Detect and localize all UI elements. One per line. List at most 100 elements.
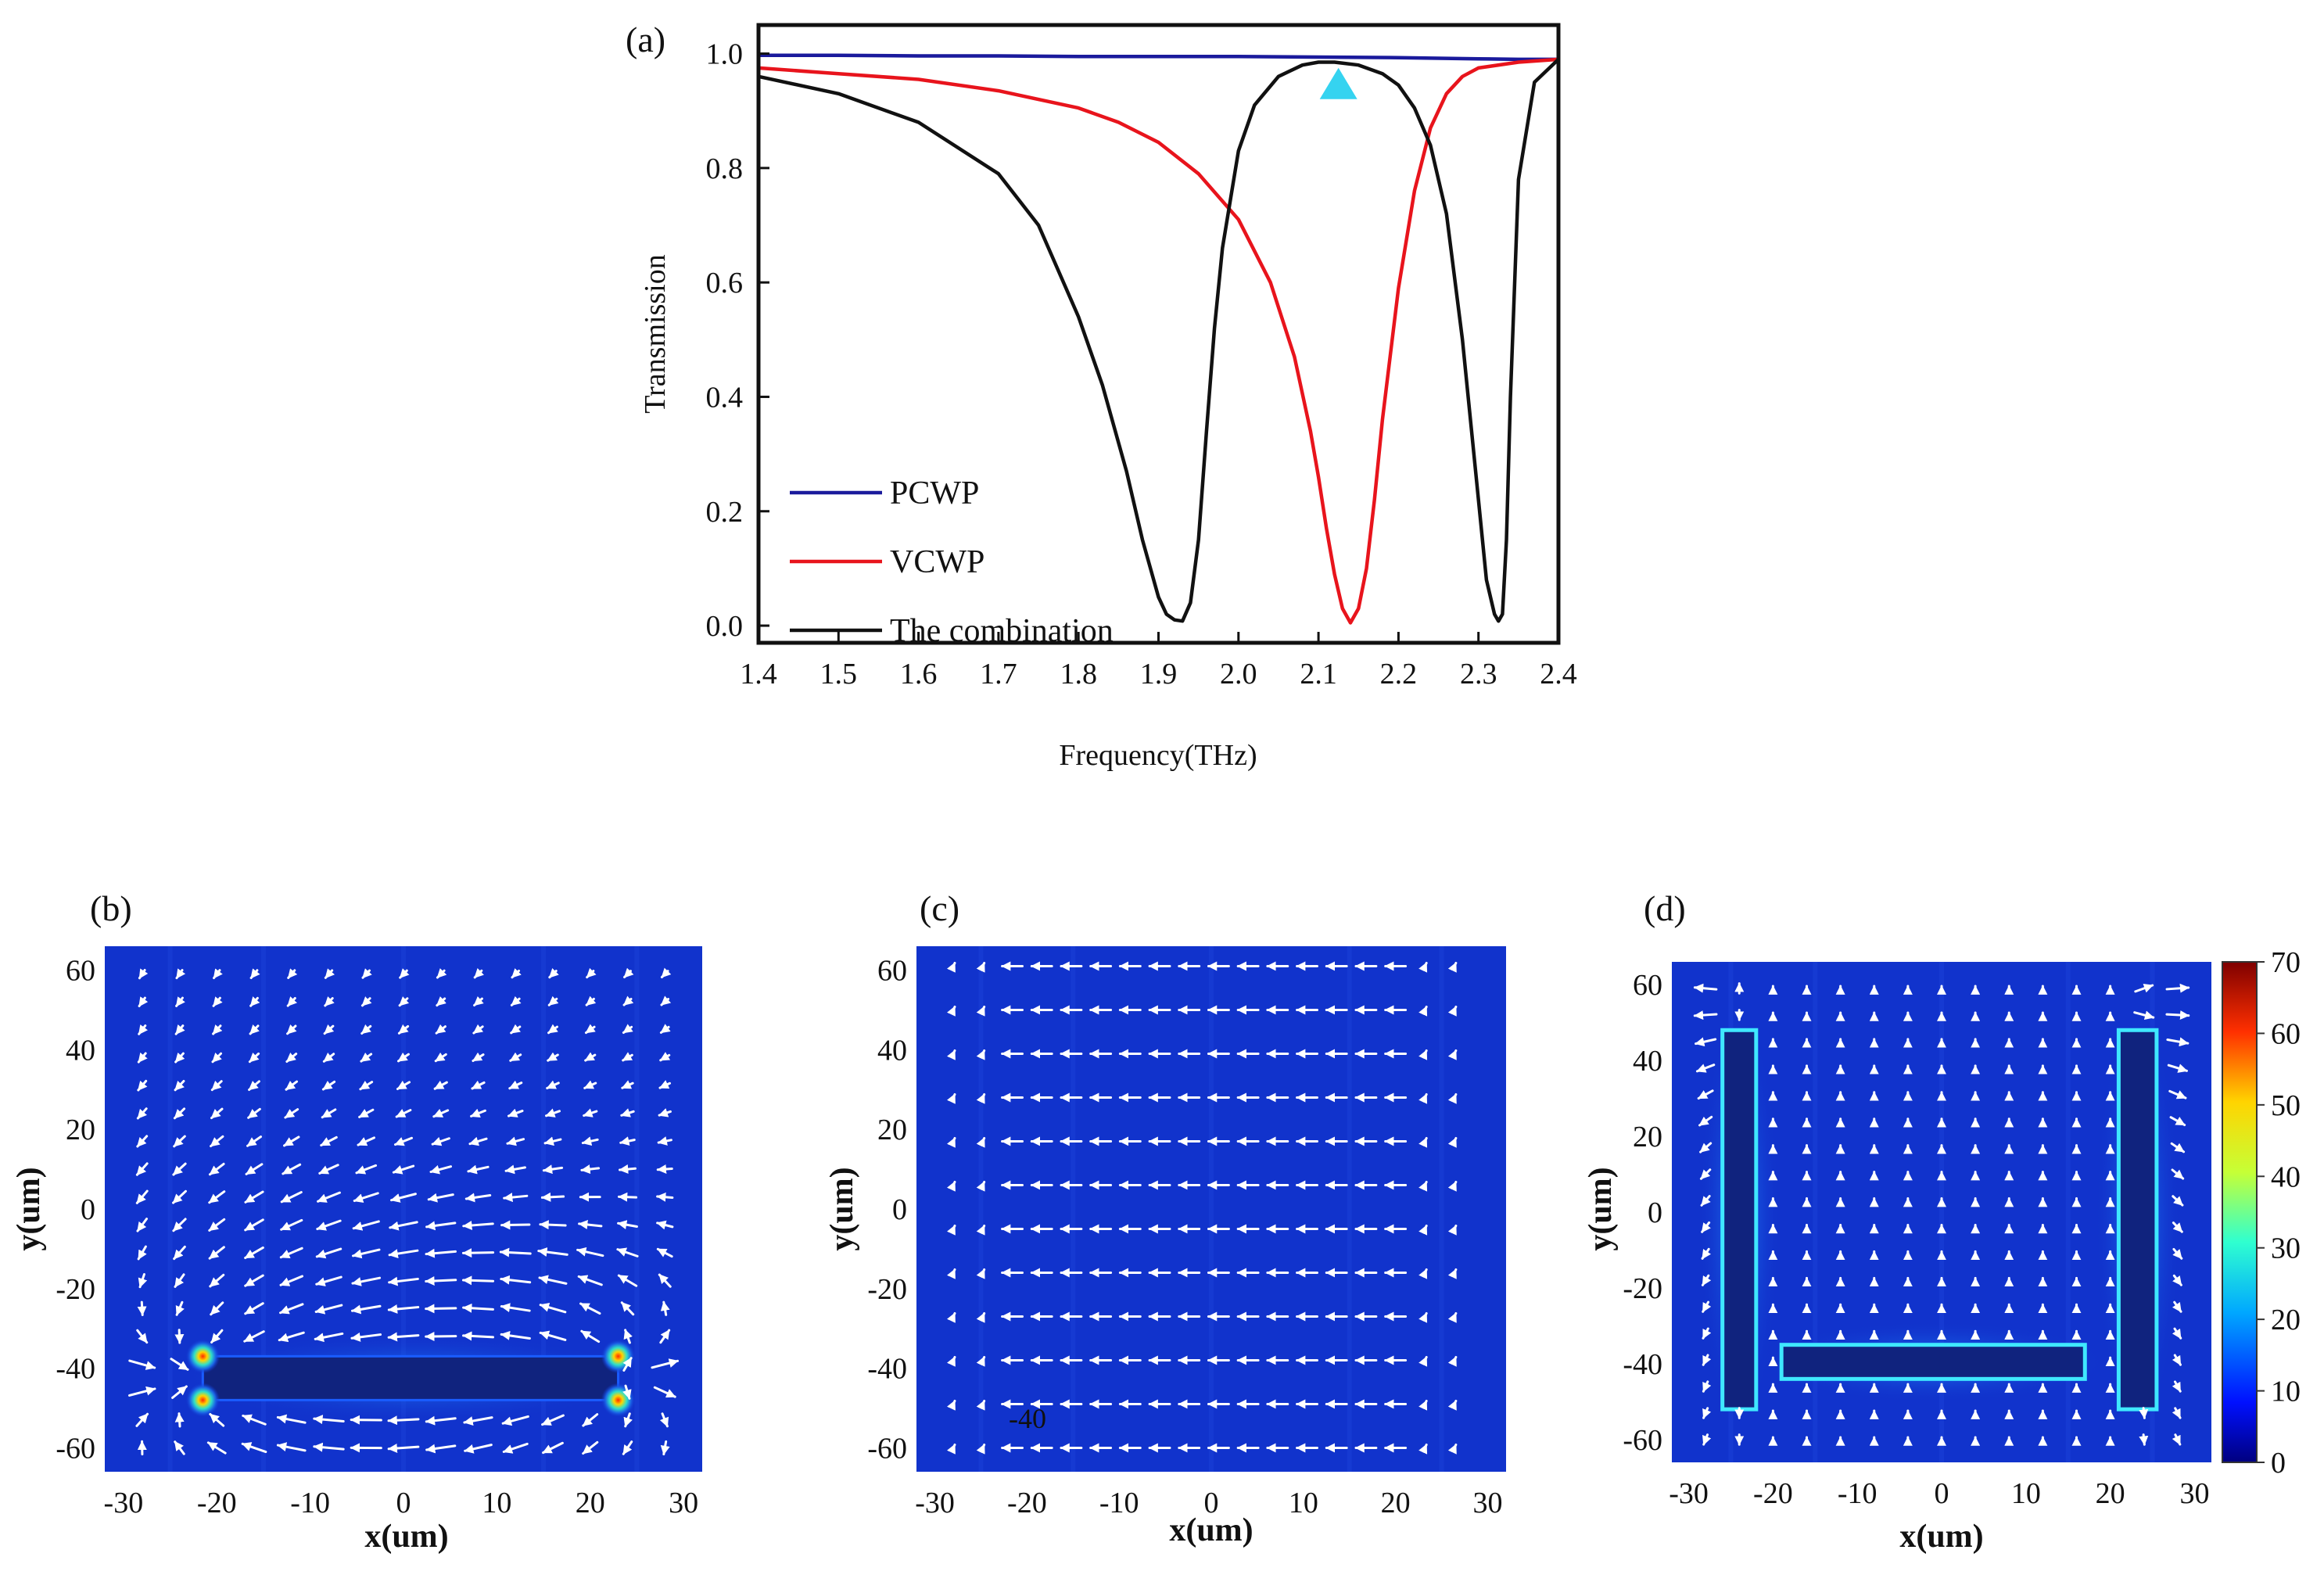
x-tick-label: 20 [1381, 1487, 1411, 1519]
field-arrow [946, 1049, 956, 1060]
field-arrow [471, 1080, 486, 1090]
field-arrow [316, 1219, 342, 1231]
field-arrow [174, 1273, 185, 1288]
field-arrow [539, 1302, 567, 1314]
field-hotspot [601, 1383, 636, 1418]
field-arrow [324, 996, 335, 1007]
field-arrow [660, 967, 672, 979]
field-arrow [425, 1444, 457, 1454]
field-arrow [247, 1107, 261, 1119]
field-arrow [622, 1357, 633, 1372]
field-arrow [976, 1049, 986, 1060]
field-arrow [2166, 1037, 2190, 1047]
field-arrow [246, 1135, 262, 1147]
field-arrow [359, 1080, 374, 1091]
field-arrow [660, 1300, 670, 1316]
field-arrow [174, 1052, 185, 1064]
field-arrow [1418, 961, 1428, 973]
field-arrow [1447, 1443, 1458, 1455]
field-arrow [617, 1192, 638, 1202]
field-arrow [2134, 984, 2154, 993]
y-tick-label: 0.6 [706, 267, 744, 300]
field-arrow [285, 1052, 298, 1064]
field-arrow [351, 1276, 382, 1286]
colorbar-tick-label: 20 [2271, 1304, 2301, 1336]
field-arrow [1701, 1247, 1712, 1260]
field-arrow [397, 1052, 410, 1063]
field-arrow [173, 1135, 186, 1148]
panel-c-ylabel: y(um) [824, 1167, 860, 1250]
field-arrow [580, 1164, 601, 1175]
field-arrow [621, 1080, 634, 1089]
field-arrow [1447, 1180, 1458, 1192]
field-arrow [622, 1052, 633, 1062]
field-arrow [585, 995, 597, 1006]
field-arrow [581, 1136, 599, 1146]
field-arrow [1418, 1311, 1428, 1323]
field-arrow [170, 1358, 189, 1371]
field-arrow [321, 1080, 336, 1091]
field-arrow [387, 1304, 420, 1314]
x-tick-label: 0 [1204, 1487, 1219, 1519]
field-arrow [174, 1024, 185, 1035]
field-arrow [946, 961, 956, 973]
y-tick-label: -40 [56, 1353, 95, 1386]
field-arrow [547, 1052, 559, 1062]
field-arrow [462, 1303, 494, 1313]
panel-c-field-overlay [946, 946, 1458, 1472]
field-arrow [286, 996, 297, 1007]
field-arrow [1693, 983, 1718, 993]
field-arrow [243, 1330, 265, 1343]
field-arrow [656, 1164, 673, 1174]
field-arrow [388, 1276, 419, 1286]
panel-c-annotation: -40 [1009, 1403, 1046, 1434]
field-arrow [212, 996, 223, 1007]
field-arrow [461, 1275, 495, 1286]
legend-label-2: The combination [890, 613, 1114, 649]
panel-c-label: (c) [920, 888, 959, 928]
field-arrow [2170, 1142, 2186, 1153]
field-arrow [584, 1024, 596, 1035]
x-tick-label: 1.6 [900, 658, 938, 691]
field-arrow [283, 1135, 300, 1147]
field-arrow [1699, 1168, 1712, 1180]
field-arrow [172, 1189, 187, 1204]
field-arrow [2167, 1064, 2188, 1073]
field-arrow [582, 1413, 599, 1427]
y-tick-label: 60 [1633, 969, 1662, 1002]
field-arrow [242, 1414, 267, 1426]
field-arrow [1418, 1005, 1428, 1017]
y-tick-label: -60 [867, 1432, 907, 1465]
field-arrow [249, 996, 260, 1007]
field-arrow [463, 1416, 493, 1426]
field-arrow [620, 1108, 635, 1117]
field-arrow [244, 1218, 264, 1232]
x-tick-label: 20 [2096, 1477, 2125, 1510]
field-arrow [137, 1079, 148, 1092]
field-arrow [461, 1248, 495, 1258]
field-arrow [1418, 1443, 1428, 1455]
series-line-0 [759, 53, 1558, 62]
structure-0 [1720, 1028, 1759, 1412]
field-arrow [2139, 1407, 2149, 1419]
field-arrow [506, 1136, 525, 1146]
colorbar-tick-label: 10 [2271, 1376, 2301, 1408]
field-arrow [245, 1163, 264, 1175]
field-arrow [241, 1442, 267, 1454]
field-arrow [361, 968, 372, 979]
y-tick-label: 0 [892, 1193, 907, 1226]
field-arrow [433, 1080, 448, 1090]
field-arrow [322, 1052, 335, 1063]
field-arrow [946, 1355, 956, 1367]
field-arrow [2171, 1168, 2185, 1180]
y-tick-label: 40 [877, 1034, 907, 1067]
field-arrow [464, 1193, 492, 1203]
field-arrow [541, 1414, 565, 1426]
panel-b-xlabel: x(um) [364, 1519, 448, 1555]
field-arrow [317, 1191, 341, 1203]
field-arrow [472, 1052, 485, 1063]
field-arrow [436, 995, 447, 1007]
x-tick-label: -30 [1669, 1477, 1709, 1510]
field-arrow [546, 1080, 560, 1090]
y-tick-label: 40 [1633, 1045, 1662, 1078]
